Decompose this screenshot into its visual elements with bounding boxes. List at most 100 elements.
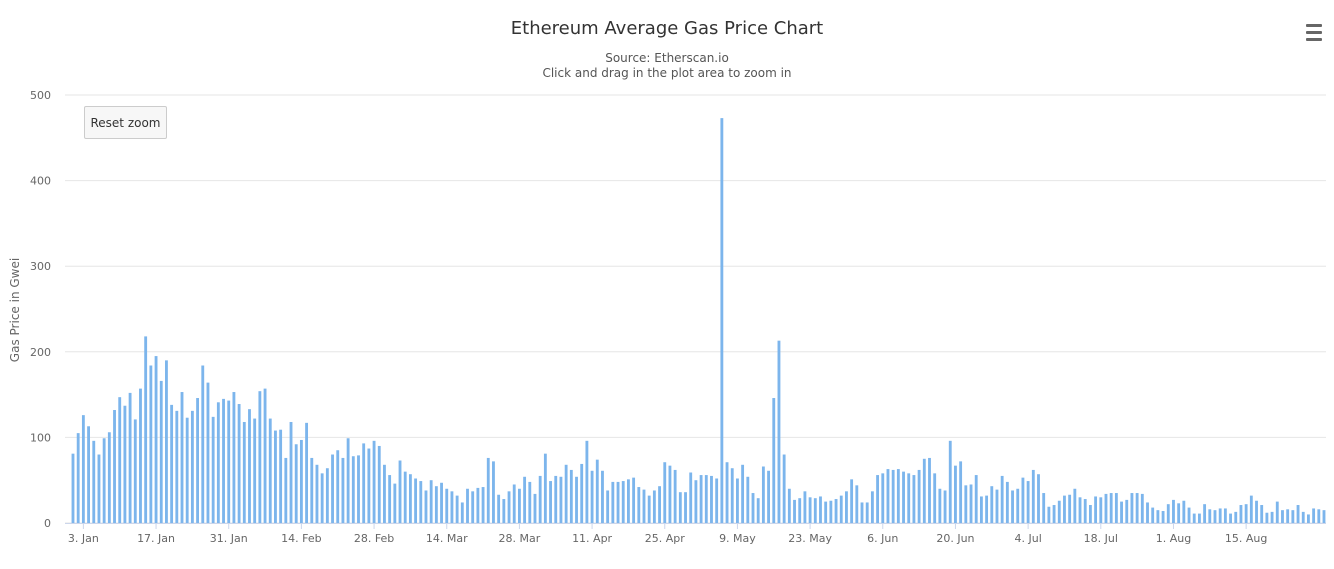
bar xyxy=(538,475,542,523)
bar xyxy=(1068,494,1072,523)
bar xyxy=(554,475,558,523)
bar xyxy=(455,495,459,523)
bar xyxy=(1005,481,1009,523)
x-tick-label: 9. May xyxy=(719,532,756,545)
bar xyxy=(1161,511,1165,523)
bar xyxy=(403,471,407,523)
bar xyxy=(1166,504,1170,523)
bar xyxy=(92,440,96,523)
bar xyxy=(954,465,957,523)
bar xyxy=(673,469,677,523)
bar xyxy=(87,426,90,523)
bar xyxy=(1031,469,1035,523)
bar xyxy=(1312,508,1316,523)
bar xyxy=(730,468,734,523)
y-tick-label: 500 xyxy=(30,89,51,102)
bar xyxy=(517,488,521,523)
bar xyxy=(647,495,651,523)
reset-zoom-button[interactable]: Reset zoom xyxy=(84,106,167,139)
bar xyxy=(445,488,449,523)
bar xyxy=(528,481,532,523)
y-tick-label: 100 xyxy=(30,431,51,444)
bar xyxy=(154,356,158,523)
bar xyxy=(621,481,625,523)
bar xyxy=(813,498,817,523)
bar xyxy=(305,422,309,523)
bar xyxy=(320,473,324,523)
bar xyxy=(1088,505,1092,523)
bar xyxy=(1275,501,1279,523)
bar xyxy=(979,496,983,523)
bar xyxy=(196,398,199,523)
bar xyxy=(782,454,786,523)
bar xyxy=(829,500,833,523)
x-tick-label: 15. Aug xyxy=(1225,532,1267,545)
bar xyxy=(284,457,288,523)
bar xyxy=(424,490,428,523)
bar xyxy=(974,475,978,523)
bar xyxy=(1000,475,1004,523)
bar xyxy=(1192,513,1196,523)
bar xyxy=(325,468,329,523)
bar xyxy=(118,397,122,523)
bar xyxy=(71,453,75,523)
x-tick-label: 20. Jun xyxy=(936,532,974,545)
bar xyxy=(1307,514,1310,523)
bar xyxy=(1255,500,1258,523)
bar xyxy=(736,478,739,523)
bar xyxy=(839,495,843,523)
bar xyxy=(575,476,578,523)
bar xyxy=(761,466,765,523)
bar xyxy=(1177,503,1181,523)
bar xyxy=(1151,507,1155,523)
bar xyxy=(1270,511,1274,523)
bar xyxy=(232,392,236,523)
bar xyxy=(1286,509,1290,523)
bar xyxy=(985,495,989,523)
hamburger-menu-icon[interactable] xyxy=(1302,20,1326,44)
bar xyxy=(751,493,755,523)
bar xyxy=(299,439,303,523)
bar xyxy=(1208,509,1212,523)
chart-title: Ethereum Average Gas Price Chart xyxy=(510,18,824,39)
bar xyxy=(1218,508,1222,523)
bar xyxy=(383,464,386,523)
bar xyxy=(569,469,573,523)
x-tick-label: 31. Jan xyxy=(210,532,248,545)
bar xyxy=(1187,507,1191,523)
bar xyxy=(793,499,796,523)
bar xyxy=(938,488,942,523)
bar xyxy=(543,453,547,523)
bar xyxy=(725,462,729,523)
bar xyxy=(922,458,926,523)
x-tick-label: 23. May xyxy=(788,532,832,545)
bar xyxy=(351,456,355,523)
bar xyxy=(637,487,641,523)
bar xyxy=(777,340,781,523)
bar xyxy=(601,470,604,523)
bar xyxy=(372,440,376,523)
chart-zoom-hint: Click and drag in the plot area to zoom … xyxy=(542,66,792,80)
bar xyxy=(1140,493,1144,523)
bar xyxy=(860,502,864,523)
bar xyxy=(144,336,148,523)
bar xyxy=(398,460,402,523)
bar xyxy=(658,486,661,523)
bar xyxy=(227,400,231,523)
bar-series[interactable] xyxy=(71,118,1326,524)
bar xyxy=(767,470,770,523)
bar xyxy=(564,464,568,523)
bar xyxy=(1083,499,1087,523)
bar xyxy=(699,475,703,523)
bar xyxy=(440,482,443,523)
bar xyxy=(512,484,516,523)
bar xyxy=(850,479,854,523)
bar xyxy=(175,410,179,523)
bar xyxy=(102,438,106,523)
x-tick-label: 17. Jan xyxy=(137,532,175,545)
bar xyxy=(652,490,656,523)
bar xyxy=(201,365,205,523)
bar xyxy=(336,450,340,523)
bar xyxy=(595,459,599,523)
